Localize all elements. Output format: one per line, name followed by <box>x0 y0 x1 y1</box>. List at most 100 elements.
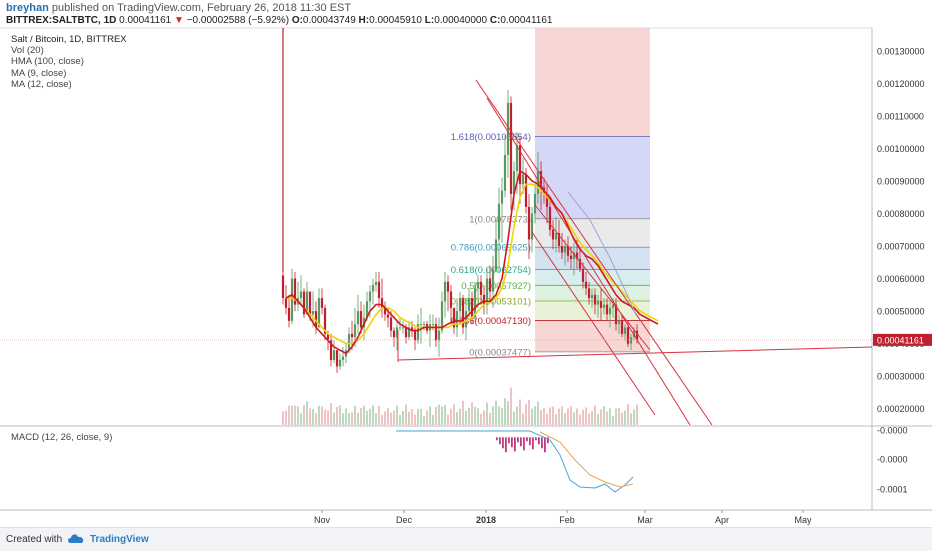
macd-legend[interactable]: MACD (12, 26, close, 9) <box>11 432 113 443</box>
volume-bar <box>576 408 578 425</box>
volume-bar <box>579 414 581 425</box>
macd-histogram-bar <box>523 437 525 451</box>
volume-bar <box>600 409 602 425</box>
legend-ma9[interactable]: MA (9, close) <box>11 67 67 79</box>
volume-bar <box>483 410 485 425</box>
price-axis-label: 0.00120000 <box>877 79 925 89</box>
volume-bar <box>312 409 314 425</box>
candle-body <box>563 246 567 253</box>
author-link[interactable]: breyhan <box>6 2 49 14</box>
candle-body <box>356 311 360 325</box>
candle-body <box>401 327 405 329</box>
candle-body <box>476 281 480 289</box>
legend-hma[interactable]: HMA (100, close) <box>11 56 84 68</box>
volume-bar <box>531 408 533 425</box>
close-label: C: <box>489 15 501 26</box>
volume-bar <box>324 409 326 425</box>
volume-bar <box>441 406 443 425</box>
volume-bar <box>465 411 467 425</box>
tradingview-brand-link[interactable]: TradingView <box>90 534 149 545</box>
fib-level-label: 0.786(0.00069625) <box>451 243 531 254</box>
candle-body <box>482 294 486 305</box>
candle-body <box>458 298 462 312</box>
candle-body <box>497 203 501 240</box>
volume-bar <box>318 405 320 425</box>
candle-body <box>413 330 417 341</box>
volume-bar <box>429 406 431 425</box>
candle-body <box>389 317 393 331</box>
candle-body <box>287 307 291 321</box>
price-axis-label: 0.00050000 <box>877 307 925 317</box>
candle-body <box>518 145 522 185</box>
volume-bar <box>546 413 548 425</box>
candle-body <box>635 330 639 341</box>
volume-bar <box>285 410 287 425</box>
candle-body <box>602 304 606 308</box>
ma9-line <box>285 170 659 355</box>
fib-target-zone <box>535 28 650 137</box>
candle-body <box>302 291 306 315</box>
candle-body <box>419 324 423 326</box>
candle-body <box>299 291 303 299</box>
volume-bar <box>315 413 317 425</box>
macd-histogram-bar <box>535 437 537 441</box>
candle-body <box>527 206 531 240</box>
volume-bar <box>504 398 506 425</box>
candle-body <box>539 171 543 188</box>
candle-body <box>554 233 558 240</box>
candle-body <box>443 281 447 302</box>
volume-bar <box>525 404 527 425</box>
candle-body <box>284 298 288 308</box>
candle-body <box>311 311 315 315</box>
volume-bar <box>420 409 422 425</box>
candle-body <box>440 301 444 331</box>
volume-bar <box>519 399 521 425</box>
legend-vol[interactable]: Vol (20) <box>11 45 44 57</box>
price-axis-label: 0.00080000 <box>877 209 925 219</box>
fib-zone <box>535 218 650 248</box>
volume-bar <box>336 407 338 425</box>
volume-bar <box>627 404 629 425</box>
volume-bar <box>459 408 461 425</box>
volume-bar <box>384 411 386 425</box>
macd-histogram-bar <box>526 437 528 442</box>
legend-title[interactable]: Salt / Bitcoin, 1D, BITTREX <box>11 34 127 45</box>
macd-histogram-bar <box>517 437 519 443</box>
candle-body <box>347 333 351 351</box>
macd-line <box>396 430 634 493</box>
candle-body <box>524 174 528 207</box>
volume-bar <box>360 408 362 425</box>
created-with-text: Created with <box>6 534 63 545</box>
open-value: 0.00043749 <box>302 15 356 26</box>
volume-bar <box>507 401 509 425</box>
candle-body <box>374 281 378 286</box>
candle-body <box>509 102 513 194</box>
candle-body <box>590 294 594 299</box>
volume-bar <box>567 408 569 425</box>
last-price: 0.00041161 <box>119 15 172 26</box>
candle-body <box>395 327 399 338</box>
candle-body <box>332 350 336 360</box>
volume-bar <box>537 401 539 425</box>
macd-histogram-bar <box>529 437 531 446</box>
volume-bar <box>354 405 356 425</box>
fib-level-label: 0.5(0.00057927) <box>461 281 531 292</box>
volume-bar <box>417 409 419 425</box>
candle-body <box>479 281 483 295</box>
volume-bar <box>288 405 290 425</box>
volume-bar <box>588 413 590 425</box>
candle-body <box>371 285 375 292</box>
close-value: 0.00041161 <box>500 15 553 26</box>
volume-bar <box>630 413 632 425</box>
legend-ma12[interactable]: MA (12, close) <box>11 78 72 90</box>
volume-bar <box>603 406 605 425</box>
macd-histogram-bar <box>511 437 513 448</box>
volume-bar <box>357 412 359 425</box>
volume-bar <box>405 404 407 425</box>
candle-body <box>377 281 381 299</box>
last-price-badge-label: 0.00041161 <box>877 335 924 345</box>
candle-body <box>314 311 318 328</box>
candle-body <box>404 327 408 338</box>
macd-axis-label: -0.0001 <box>877 485 908 495</box>
